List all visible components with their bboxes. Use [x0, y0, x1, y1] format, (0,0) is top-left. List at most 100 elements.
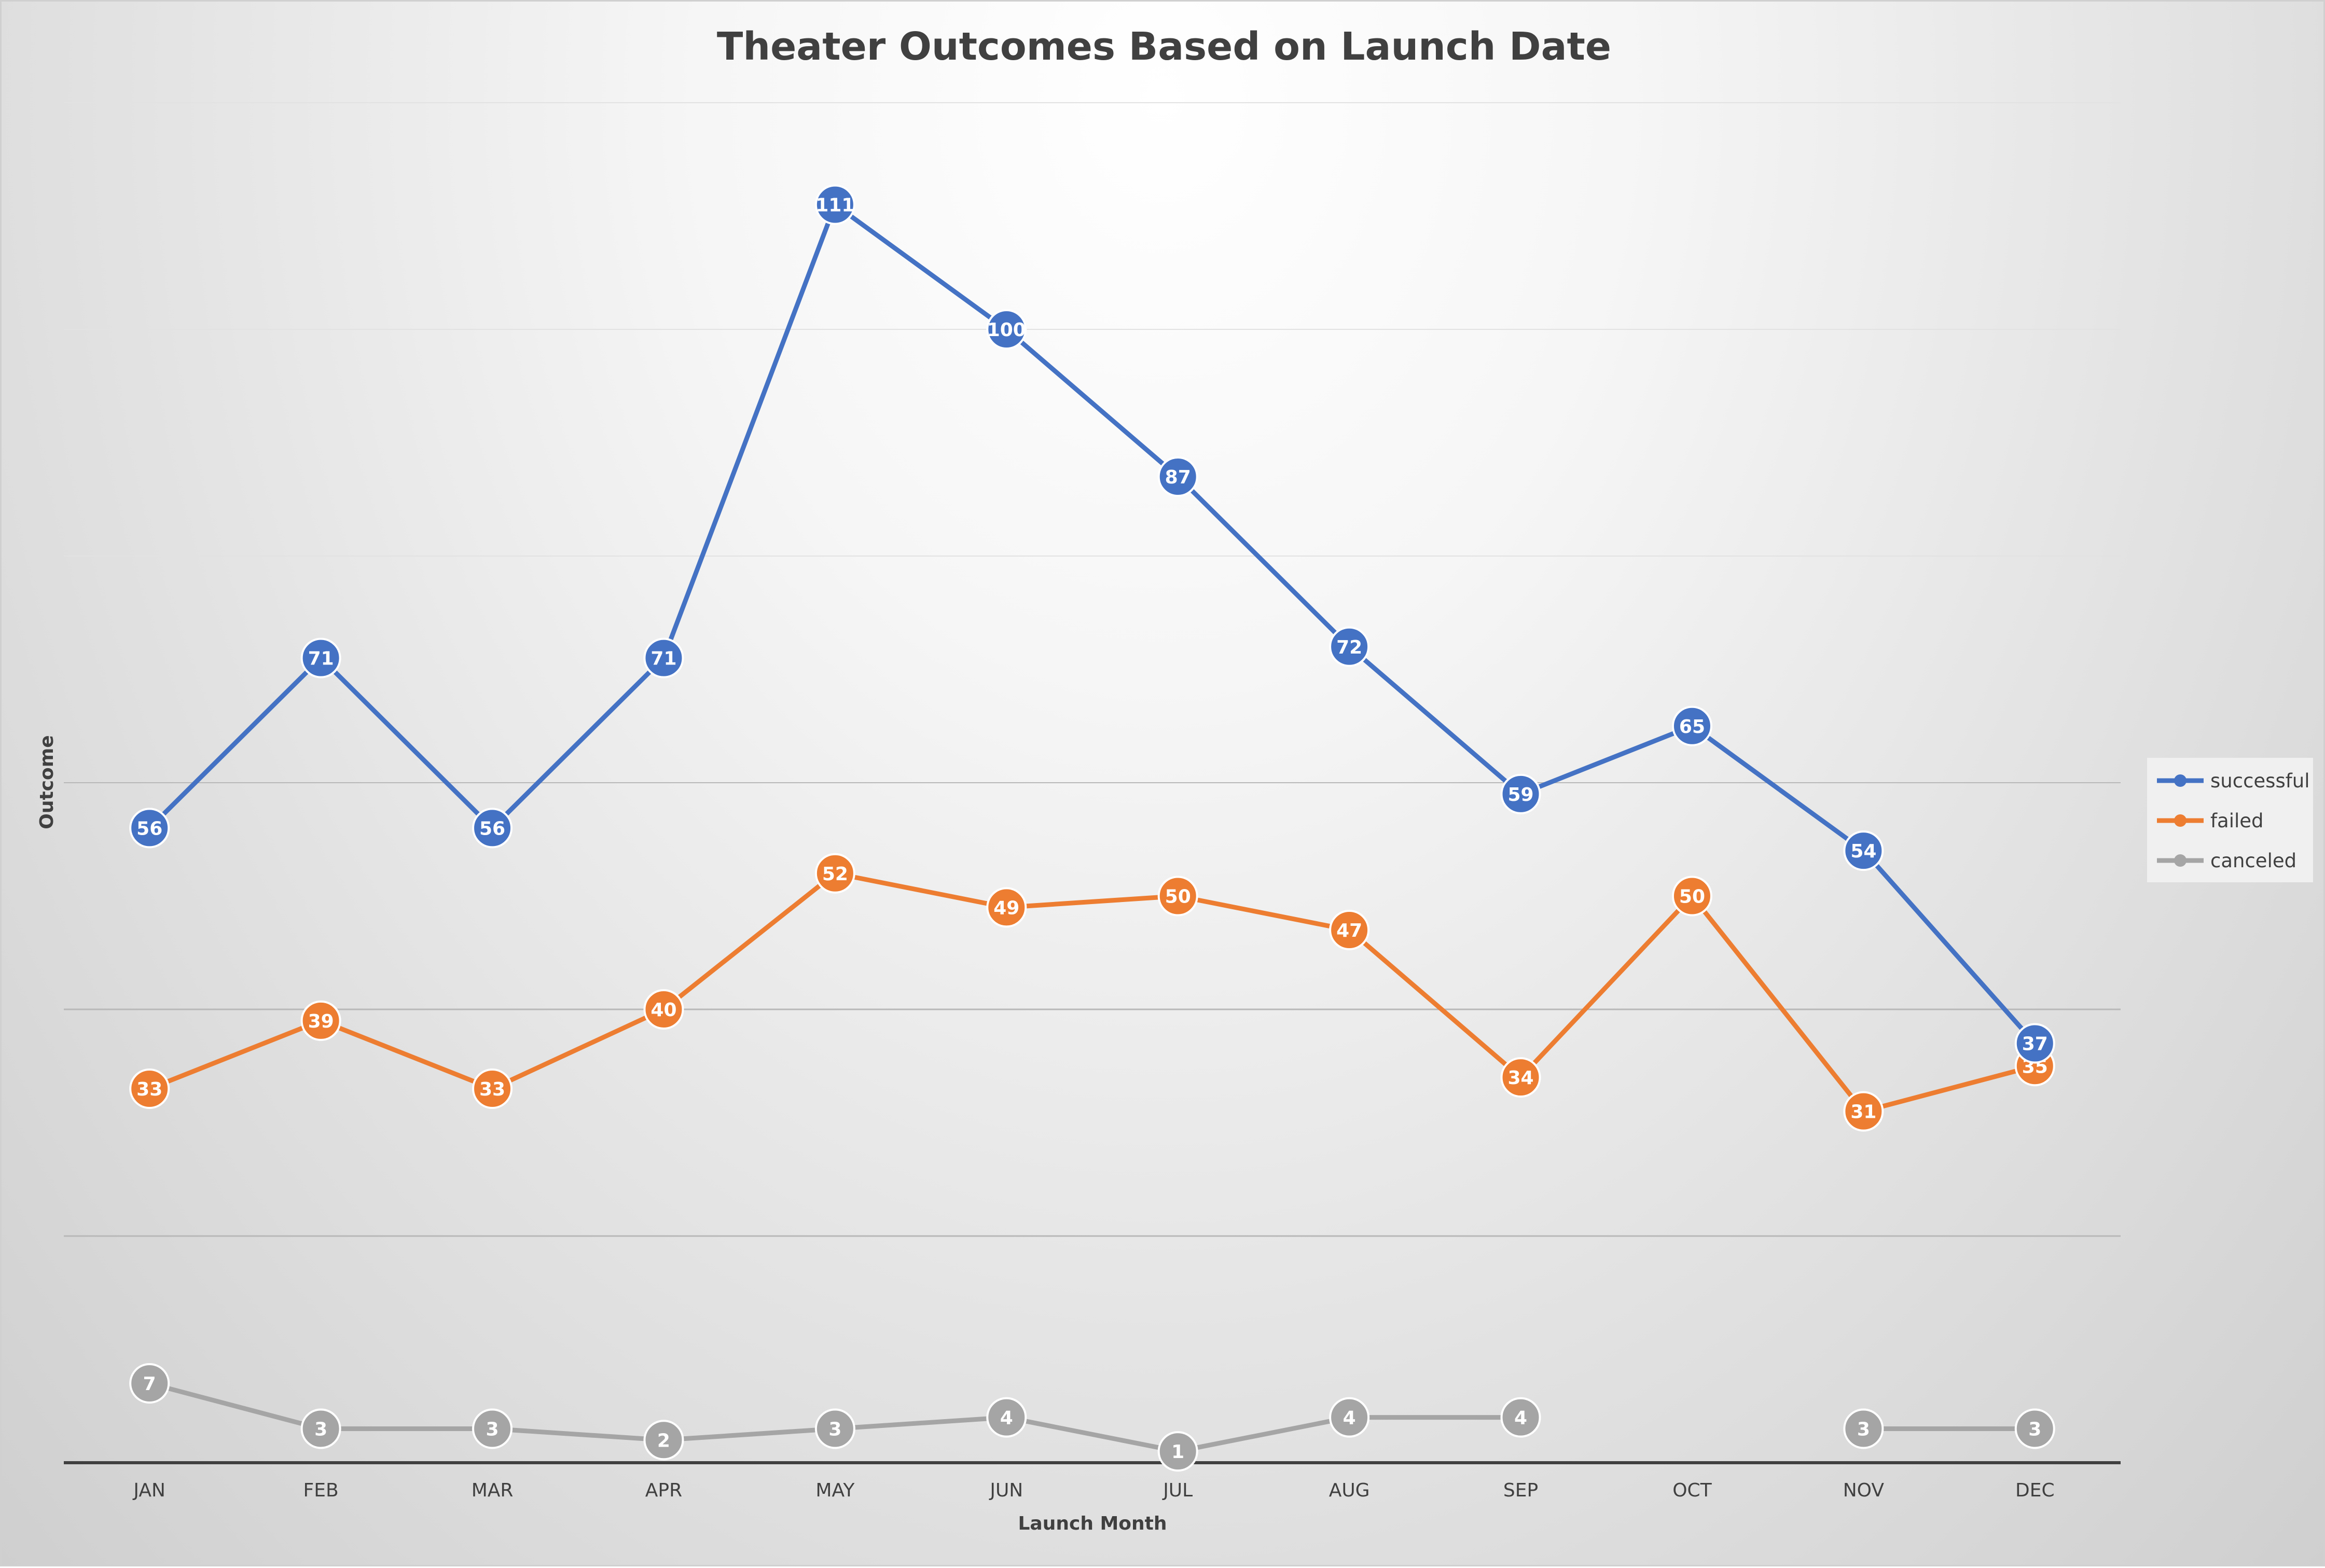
data-label-canceled: 4	[1343, 1408, 1356, 1429]
data-label-successful: 71	[308, 648, 334, 670]
data-label-failed: 52	[822, 864, 848, 885]
x-axis-ticks: JAN FEB MAR APR MAY JUN JUL AUG SEP OCT NOV DEC	[132, 1480, 2054, 1501]
x-tick-label: JUN	[989, 1480, 1023, 1501]
series-canceled: 7 3 3 2 3 4 1 4 4 3 3	[129, 1363, 2055, 1472]
data-point-canceled	[472, 1408, 513, 1449]
data-label-canceled: 3	[486, 1419, 499, 1440]
data-point-successful	[643, 637, 684, 678]
series-line-canceled	[147, 1381, 2038, 1454]
data-point-canceled	[814, 1408, 855, 1449]
legend-marker-failed	[2174, 814, 2186, 827]
y-axis-title: Outcome	[36, 735, 58, 829]
data-label-successful: 65	[1679, 716, 1705, 738]
x-tick-label: FEB	[303, 1480, 339, 1501]
data-label-failed: 33	[479, 1079, 505, 1100]
x-tick-label: OCT	[1672, 1480, 1712, 1501]
data-point-failed	[300, 1000, 341, 1041]
data-label-successful: 71	[651, 648, 676, 670]
data-point-failed	[1329, 910, 1370, 951]
legend: successful failed canceled	[2147, 758, 2313, 882]
data-label-successful: 100	[987, 320, 1026, 341]
data-label-canceled: 7	[143, 1373, 156, 1395]
series-line-successful	[147, 202, 2038, 1046]
data-label-failed: 50	[1165, 886, 1191, 908]
data-point-failed	[986, 887, 1027, 928]
data-point-successful	[1500, 773, 1541, 814]
data-point-canceled	[643, 1420, 684, 1461]
gridlines	[64, 102, 2121, 1464]
data-label-failed: 40	[651, 1000, 676, 1021]
data-label-successful: 37	[2022, 1034, 2048, 1055]
x-tick-label: NOV	[1843, 1480, 1885, 1501]
data-point-successful	[300, 637, 341, 678]
x-tick-label: JAN	[132, 1480, 165, 1501]
data-point-failed	[472, 1068, 513, 1109]
data-point-canceled	[129, 1363, 170, 1404]
data-point-successful	[1157, 456, 1198, 497]
legend-marker-successful	[2174, 774, 2186, 787]
data-label-successful: 56	[136, 818, 162, 839]
series-successful: 56 71 56 71 111 100 87 72 59 65 54 37	[129, 184, 2055, 1064]
data-label-successful: 56	[479, 818, 505, 839]
data-point-canceled	[986, 1397, 1027, 1438]
data-point-successful	[1843, 830, 1884, 871]
data-point-successful	[1671, 705, 1712, 746]
x-tick-label: MAY	[815, 1480, 855, 1501]
legend-label-canceled: canceled	[2210, 850, 2296, 872]
data-label-canceled: 3	[828, 1419, 841, 1440]
data-label-canceled: 3	[314, 1419, 327, 1440]
x-tick-label: JUL	[1162, 1480, 1193, 1501]
data-point-canceled	[1500, 1397, 1541, 1438]
x-tick-label: DEC	[2015, 1480, 2055, 1501]
data-point-failed	[1671, 876, 1712, 917]
data-label-failed: 49	[993, 897, 1019, 919]
data-point-failed	[643, 989, 684, 1030]
data-label-canceled: 3	[2028, 1419, 2041, 1440]
x-tick-label: APR	[645, 1480, 682, 1501]
data-label-successful: 111	[815, 195, 854, 216]
data-point-successful	[814, 184, 855, 225]
data-label-failed: 50	[1679, 886, 1705, 908]
legend-marker-canceled	[2174, 854, 2186, 867]
data-label-failed: 31	[1850, 1102, 1876, 1123]
data-label-canceled: 4	[1000, 1408, 1013, 1429]
data-point-failed	[1843, 1091, 1884, 1132]
data-point-successful	[129, 808, 170, 849]
data-point-successful	[1329, 626, 1370, 667]
data-point-failed	[129, 1068, 170, 1109]
data-point-failed	[1157, 876, 1198, 917]
data-point-canceled	[1157, 1431, 1198, 1472]
x-tick-label: MAR	[472, 1480, 514, 1501]
x-axis-title: Launch Month	[1018, 1513, 1167, 1534]
x-tick-label: AUG	[1329, 1480, 1370, 1501]
data-label-canceled: 2	[657, 1430, 670, 1451]
legend-label-successful: successful	[2210, 770, 2310, 792]
data-point-failed	[1500, 1057, 1541, 1098]
data-point-successful	[986, 309, 1027, 350]
data-point-canceled	[300, 1408, 341, 1449]
legend-label-failed: failed	[2210, 810, 2264, 832]
data-label-successful: 72	[1336, 637, 1362, 658]
x-tick-label: SEP	[1503, 1480, 1538, 1501]
data-label-canceled: 1	[1171, 1441, 1184, 1463]
data-label-successful: 59	[1507, 784, 1533, 806]
data-point-canceled	[1843, 1408, 1884, 1449]
data-point-canceled	[2014, 1408, 2055, 1449]
data-label-canceled: 4	[1514, 1408, 1527, 1429]
data-point-successful	[2014, 1023, 2055, 1064]
data-point-successful	[472, 808, 513, 849]
data-label-failed: 33	[136, 1079, 162, 1100]
data-point-canceled	[1329, 1397, 1370, 1438]
data-label-failed: 47	[1336, 920, 1362, 941]
data-label-successful: 87	[1165, 467, 1191, 488]
data-point-failed	[814, 853, 855, 894]
chart-title: Theater Outcomes Based on Launch Date	[717, 24, 1611, 69]
data-label-failed: 34	[1507, 1067, 1533, 1089]
data-label-canceled: 3	[1857, 1419, 1870, 1440]
data-label-failed: 39	[308, 1011, 334, 1032]
series-line-failed	[147, 871, 2038, 1114]
